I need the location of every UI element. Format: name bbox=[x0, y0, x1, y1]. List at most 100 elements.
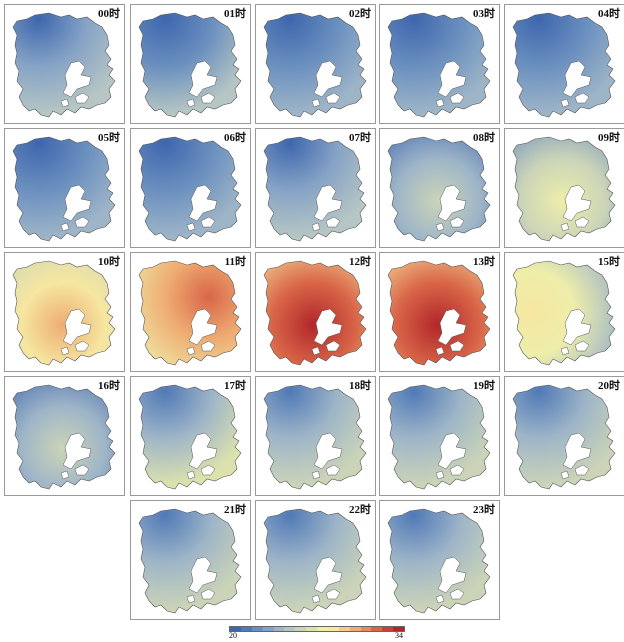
temperature-map bbox=[263, 384, 367, 490]
map-panel: 03时 bbox=[379, 4, 500, 124]
bay-water bbox=[188, 556, 218, 594]
water-inlet bbox=[574, 464, 590, 476]
water-inlet bbox=[449, 92, 465, 104]
colorbar-step bbox=[360, 627, 372, 631]
hour-label: 03时 bbox=[473, 8, 495, 20]
map-panel: 16时 bbox=[4, 376, 125, 496]
temperature-map bbox=[138, 260, 242, 366]
land-area bbox=[263, 12, 367, 118]
temperature-map bbox=[138, 384, 242, 490]
colorbar-step bbox=[349, 627, 361, 631]
map-panel: 04时 bbox=[504, 4, 624, 124]
map-panel: 08时 bbox=[379, 128, 500, 248]
map-panel: 02时 bbox=[255, 4, 376, 124]
map-panel: 09时 bbox=[504, 128, 624, 248]
hour-label: 18时 bbox=[349, 380, 371, 392]
temperature-map bbox=[12, 136, 116, 242]
bay-water bbox=[62, 184, 92, 222]
temperature-map bbox=[12, 384, 116, 490]
bay-water bbox=[313, 556, 343, 594]
land-area bbox=[12, 12, 116, 118]
map-panel: 19时 bbox=[379, 376, 500, 496]
colorbar-step bbox=[284, 627, 296, 631]
hour-label: 02时 bbox=[349, 8, 371, 20]
map-panel: 15时 bbox=[504, 252, 624, 372]
map-panel: 13时 bbox=[379, 252, 500, 372]
hour-label: 01时 bbox=[224, 8, 246, 20]
water-inlet bbox=[60, 222, 70, 232]
water-inlet bbox=[186, 470, 196, 480]
colorbar-step bbox=[230, 627, 241, 631]
temperature-map bbox=[263, 136, 367, 242]
colorbar-legend: 20 34 bbox=[229, 626, 405, 640]
land-area bbox=[512, 136, 616, 242]
colorbar bbox=[229, 626, 405, 632]
water-inlet bbox=[311, 222, 321, 232]
temperature-map bbox=[512, 260, 616, 366]
water-inlet bbox=[449, 216, 465, 228]
temperature-map bbox=[263, 260, 367, 366]
bay-water bbox=[562, 432, 592, 470]
hour-label: 11时 bbox=[224, 256, 246, 268]
land-area bbox=[512, 12, 616, 118]
water-inlet bbox=[200, 588, 216, 600]
water-inlet bbox=[200, 92, 216, 104]
hour-label: 09时 bbox=[598, 132, 620, 144]
map-panel: 12时 bbox=[255, 252, 376, 372]
map-panel: 23时 bbox=[379, 500, 500, 620]
hour-label: 12时 bbox=[349, 256, 371, 268]
bay-water bbox=[188, 60, 218, 98]
hour-label: 19时 bbox=[473, 380, 495, 392]
hour-label: 06时 bbox=[224, 132, 246, 144]
temperature-map bbox=[12, 260, 116, 366]
hour-label: 10时 bbox=[98, 256, 120, 268]
land-area bbox=[387, 260, 491, 366]
water-inlet bbox=[311, 594, 321, 604]
temperature-map bbox=[387, 136, 491, 242]
water-inlet bbox=[60, 470, 70, 480]
map-panel: 11时 bbox=[130, 252, 251, 372]
bay-water bbox=[437, 60, 467, 98]
water-inlet bbox=[74, 464, 90, 476]
land-area bbox=[263, 508, 367, 614]
land-area bbox=[138, 384, 242, 490]
colorbar-step bbox=[240, 627, 252, 631]
temperature-map bbox=[138, 508, 242, 614]
land-area bbox=[138, 508, 242, 614]
land-area bbox=[263, 384, 367, 490]
bay-water bbox=[437, 556, 467, 594]
water-inlet bbox=[186, 346, 196, 356]
water-inlet bbox=[435, 594, 445, 604]
temperature-map bbox=[512, 384, 616, 490]
bay-water bbox=[313, 432, 343, 470]
water-inlet bbox=[200, 464, 216, 476]
hour-label: 23时 bbox=[473, 504, 495, 516]
map-panel: 22时 bbox=[255, 500, 376, 620]
map-panel: 17时 bbox=[130, 376, 251, 496]
water-inlet bbox=[311, 470, 321, 480]
map-panel: 18时 bbox=[255, 376, 376, 496]
land-area bbox=[512, 260, 616, 366]
colorbar-step bbox=[306, 627, 317, 631]
water-inlet bbox=[325, 340, 341, 352]
water-inlet bbox=[560, 222, 570, 232]
land-area bbox=[12, 136, 116, 242]
land-area bbox=[387, 136, 491, 242]
bay-water bbox=[62, 432, 92, 470]
colorbar-step bbox=[317, 627, 328, 631]
hour-label: 20时 bbox=[598, 380, 620, 392]
water-inlet bbox=[449, 464, 465, 476]
land-area bbox=[138, 12, 242, 118]
colorbar-step bbox=[338, 627, 350, 631]
water-inlet bbox=[574, 92, 590, 104]
land-area bbox=[263, 260, 367, 366]
hour-label: 21时 bbox=[224, 504, 246, 516]
temperature-map bbox=[387, 260, 491, 366]
bay-water bbox=[188, 432, 218, 470]
colorbar-step bbox=[371, 627, 383, 631]
water-inlet bbox=[74, 92, 90, 104]
hour-label: 13时 bbox=[473, 256, 495, 268]
hour-label: 05时 bbox=[98, 132, 120, 144]
colorbar-step bbox=[273, 627, 285, 631]
bay-water bbox=[313, 308, 343, 346]
